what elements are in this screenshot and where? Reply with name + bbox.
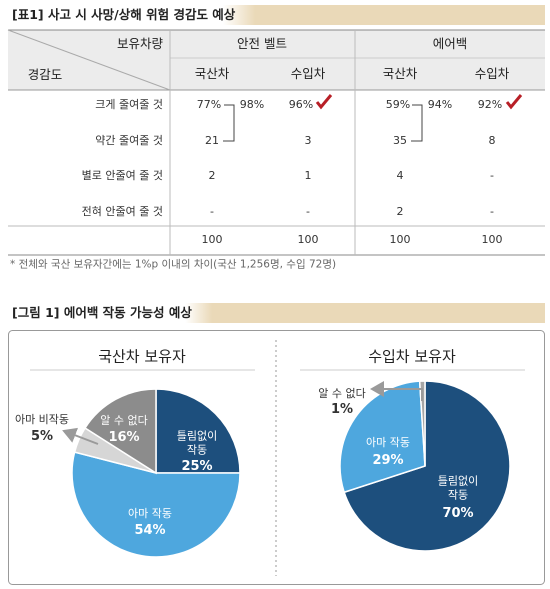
slice-value: 5% (30, 428, 54, 444)
pie-title: 수입차 보유자 (368, 347, 456, 366)
cell: 96% (288, 98, 314, 112)
slice-value: 29% (372, 452, 404, 468)
pie-slice (343, 380, 511, 552)
corner-bottom: 경감도 (27, 67, 63, 83)
pie-slice (418, 380, 426, 467)
slice-value: 70% (442, 505, 474, 521)
row-label: 별로 안줄여 줄 것 (81, 169, 163, 183)
leader (62, 427, 99, 445)
check-mark (315, 94, 333, 110)
slice-value: 16% (108, 429, 140, 445)
cell: 59% (385, 98, 411, 112)
cell: - (490, 205, 494, 219)
cell: - (210, 205, 214, 219)
cell: - (490, 169, 494, 183)
pies (62, 380, 511, 558)
cell: 77% (196, 98, 222, 112)
total-cell: 100 (297, 233, 319, 247)
cell: 1 (304, 169, 312, 183)
table-title: [표1] 사고 시 사망/상해 위험 경감도 예상 (12, 7, 236, 23)
pie-title: 국산차 보유자 (98, 347, 186, 366)
column-header: 수입차 (290, 66, 326, 82)
check-mark (505, 94, 523, 110)
cell: 4 (396, 169, 404, 183)
figure-title: [그림 1] 에어백 작동 가능성 예상 (12, 305, 192, 321)
column-header: 수입차 (474, 66, 510, 82)
bracket (223, 104, 235, 142)
total-cell: 100 (389, 233, 411, 247)
slice-label: 아마 작동 (366, 436, 410, 450)
figure-box (8, 330, 545, 585)
bracket (411, 104, 423, 142)
group-header: 에어백 (432, 36, 468, 52)
group-header: 안전 벨트 (237, 36, 287, 52)
slice-label: 알 수 없다 (318, 387, 366, 401)
slice-value: 25% (181, 458, 213, 474)
total-cell: 100 (201, 233, 223, 247)
slice-value: 1% (330, 401, 354, 417)
leader (370, 381, 423, 401)
note: * 전체와 국산 보유자간에는 1%p 이내의 차이(국산 1,256명, 수입… (10, 258, 337, 271)
cell: 98% (239, 98, 265, 112)
title-bar (8, 303, 545, 323)
slice-label: 틀림없이 작동 (437, 474, 479, 501)
slice-label: 틀림없이 작동 (176, 429, 218, 456)
row-label: 약간 줄여줄 것 (95, 134, 163, 148)
corner-top: 보유차량 (116, 36, 164, 52)
slice-label: 알 수 없다 (100, 414, 148, 428)
title-bar (8, 5, 545, 25)
cell: 92% (477, 98, 503, 112)
slice-label: 아마 작동 (128, 507, 172, 521)
pie-slice (71, 451, 241, 558)
column-header: 국산차 (382, 66, 418, 82)
cell: 8 (488, 134, 496, 148)
cell: 3 (304, 134, 312, 148)
cell: 21 (205, 134, 219, 148)
slice-label: 아마 비작동 (14, 413, 70, 427)
total-cell: 100 (481, 233, 503, 247)
header-bg (8, 30, 545, 90)
pie-slice (155, 388, 241, 474)
pie-slice (84, 388, 157, 475)
diagonal (7, 29, 171, 91)
row-label: 크게 줄여줄 것 (95, 98, 163, 112)
row-label: 전혀 안줄여 줄 것 (81, 205, 163, 219)
slice-value: 54% (134, 522, 166, 538)
cell: 2 (396, 205, 404, 219)
column-header: 국산차 (194, 66, 230, 82)
cell: 2 (208, 169, 216, 183)
cell: 94% (427, 98, 453, 112)
cell: - (306, 205, 310, 219)
cell: 35 (393, 134, 407, 148)
pie-slice (339, 380, 426, 494)
